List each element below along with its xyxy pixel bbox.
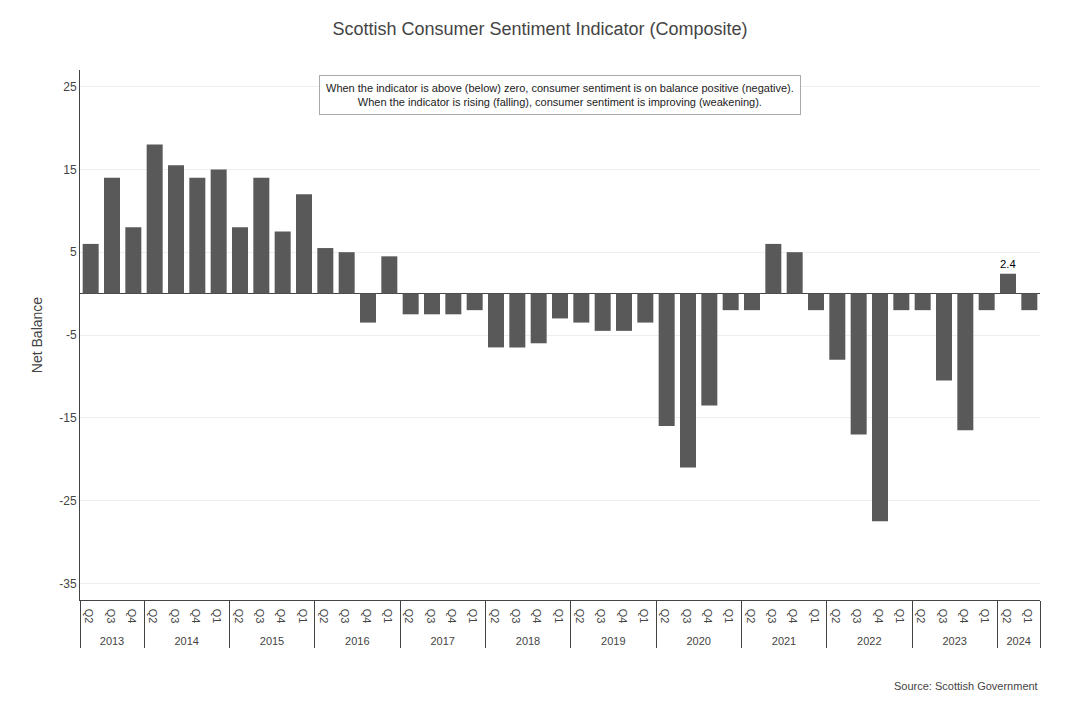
svg-text:Q2: Q2 xyxy=(403,609,415,624)
svg-text:Q4: Q4 xyxy=(702,609,714,624)
svg-text:Q2: Q2 xyxy=(830,609,842,624)
svg-text:Q1: Q1 xyxy=(553,609,565,624)
svg-text:Q4: Q4 xyxy=(873,609,885,624)
svg-text:Q4: Q4 xyxy=(531,609,543,624)
svg-text:Q3: Q3 xyxy=(339,609,351,624)
svg-text:Q2: Q2 xyxy=(83,609,95,624)
svg-text:Q1: Q1 xyxy=(723,609,735,624)
svg-text:Q3: Q3 xyxy=(510,609,522,624)
svg-text:Q2: Q2 xyxy=(233,609,245,624)
svg-text:Q4: Q4 xyxy=(275,609,287,624)
svg-text:5: 5 xyxy=(70,245,77,259)
svg-text:Q4: Q4 xyxy=(361,609,373,624)
svg-text:Q1: Q1 xyxy=(638,609,650,624)
svg-text:Q2: Q2 xyxy=(745,609,757,624)
svg-text:Q1: Q1 xyxy=(1022,609,1034,624)
svg-text:Q2: Q2 xyxy=(1001,609,1013,624)
svg-text:Q1: Q1 xyxy=(211,609,223,624)
svg-text:Q1: Q1 xyxy=(809,609,821,624)
svg-text:-25: -25 xyxy=(59,494,77,508)
svg-text:Q3: Q3 xyxy=(681,609,693,624)
svg-text:15: 15 xyxy=(63,163,77,177)
svg-text:Q2: Q2 xyxy=(489,609,501,624)
svg-text:Q2: Q2 xyxy=(147,609,159,624)
svg-text:Q3: Q3 xyxy=(105,609,117,624)
svg-text:Q4: Q4 xyxy=(446,609,458,624)
svg-text:Q4: Q4 xyxy=(958,609,970,624)
svg-text:2021: 2021 xyxy=(772,635,796,647)
svg-text:Q2: Q2 xyxy=(318,609,330,624)
svg-text:Q3: Q3 xyxy=(937,609,949,624)
svg-text:Q3: Q3 xyxy=(766,609,778,624)
svg-text:Q1: Q1 xyxy=(979,609,991,624)
svg-text:Q1: Q1 xyxy=(467,609,479,624)
svg-text:Q4: Q4 xyxy=(617,609,629,624)
svg-text:2024: 2024 xyxy=(1006,635,1030,647)
svg-text:-15: -15 xyxy=(59,411,77,425)
svg-text:When the indicator is above (b: When the indicator is above (below) zero… xyxy=(326,82,794,108)
svg-text:Q4: Q4 xyxy=(190,609,202,624)
svg-text:Scottish Consumer Sentiment In: Scottish Consumer Sentiment Indicator (C… xyxy=(332,19,747,39)
svg-text:Q3: Q3 xyxy=(169,609,181,624)
svg-text:2020: 2020 xyxy=(686,635,710,647)
svg-text:Q3: Q3 xyxy=(254,609,266,624)
svg-text:Q4: Q4 xyxy=(126,609,138,624)
svg-text:2023: 2023 xyxy=(942,635,966,647)
svg-text:25: 25 xyxy=(63,80,77,94)
svg-text:2014: 2014 xyxy=(174,635,198,647)
svg-text:Q3: Q3 xyxy=(425,609,437,624)
svg-text:-5: -5 xyxy=(66,328,77,342)
svg-text:Q2: Q2 xyxy=(659,609,671,624)
svg-text:Q1: Q1 xyxy=(894,609,906,624)
svg-text:2.4: 2.4 xyxy=(1000,258,1016,270)
svg-text:-35: -35 xyxy=(59,577,77,591)
svg-text:2015: 2015 xyxy=(260,635,284,647)
svg-text:2017: 2017 xyxy=(430,635,454,647)
svg-text:Net Balance: Net Balance xyxy=(29,297,45,373)
svg-text:2018: 2018 xyxy=(516,635,540,647)
svg-text:Q3: Q3 xyxy=(595,609,607,624)
svg-text:2013: 2013 xyxy=(100,635,124,647)
svg-text:Q4: Q4 xyxy=(787,609,799,624)
svg-text:2022: 2022 xyxy=(857,635,881,647)
svg-text:Q2: Q2 xyxy=(574,609,586,624)
svg-text:Q1: Q1 xyxy=(382,609,394,624)
svg-text:Q1: Q1 xyxy=(297,609,309,624)
svg-text:2016: 2016 xyxy=(345,635,369,647)
svg-text:Q3: Q3 xyxy=(851,609,863,624)
svg-text:Source: Scottish Government: Source: Scottish Government xyxy=(894,680,1038,692)
svg-text:Q2: Q2 xyxy=(915,609,927,624)
svg-text:2019: 2019 xyxy=(601,635,625,647)
